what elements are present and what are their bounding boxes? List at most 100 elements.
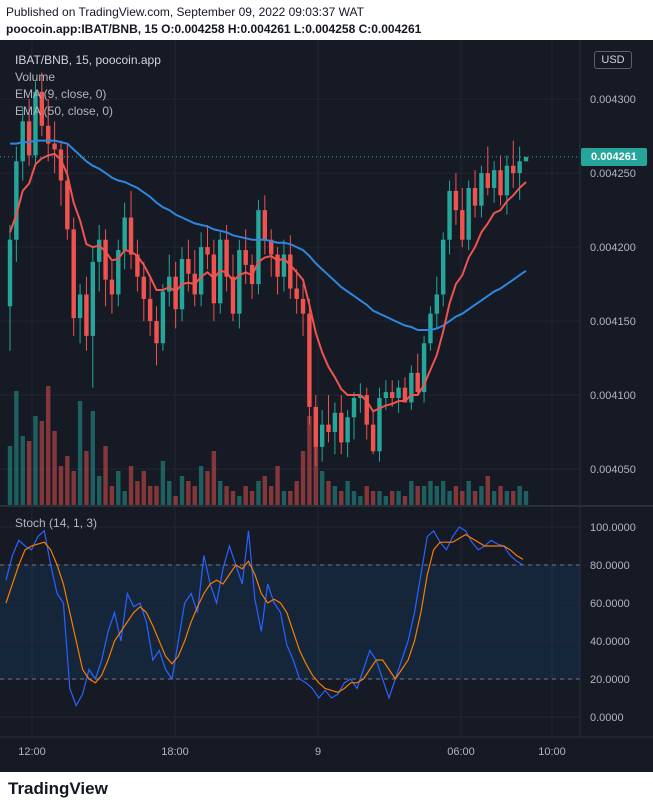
ohlc-info: poocoin.app:IBAT/BNB, 15 O:0.004258 H:0.… — [6, 22, 422, 36]
volume-bar — [479, 486, 484, 506]
footer: TradingView — [0, 772, 653, 804]
volume-bar — [198, 466, 204, 506]
volume-bar — [154, 486, 159, 506]
volume-bar — [504, 491, 510, 506]
volume-bar — [275, 466, 280, 506]
volume-bar — [256, 481, 261, 506]
volume-bar — [281, 491, 287, 506]
stoch-legend: Stoch (14, 1, 3) — [15, 516, 98, 530]
volume-bar — [523, 491, 529, 506]
candle-body — [434, 294, 440, 314]
candle-body — [485, 173, 490, 188]
volume-bar — [90, 411, 96, 506]
candle-body — [339, 412, 344, 443]
volume-bar — [211, 451, 217, 506]
time-tick-label: 12:00 — [18, 746, 46, 758]
volume-bar — [300, 451, 306, 506]
chart-area[interactable]: 0.004300 0.004250 0.004200 0.004150 0.004100… — [0, 40, 653, 772]
candle-body — [294, 288, 299, 299]
volume-bar — [421, 486, 427, 506]
volume-bar — [205, 471, 210, 506]
candle-body — [224, 239, 229, 277]
volume-bar — [319, 471, 325, 506]
candle-body — [319, 424, 325, 447]
candle-body — [109, 279, 115, 295]
candle-body — [135, 254, 140, 277]
volume-bar — [402, 496, 408, 506]
candle-body — [147, 298, 153, 322]
candle-body — [167, 276, 172, 292]
volume-bar — [332, 486, 338, 506]
volume-bar — [396, 491, 401, 506]
volume-bar — [84, 451, 89, 506]
candle-body — [390, 392, 395, 399]
ema9-line — [9, 152, 527, 413]
volume-bar — [179, 476, 185, 506]
volume-bar — [390, 491, 395, 506]
volume-bar — [517, 486, 522, 506]
ema50-label: EMA (50, close, 0) — [15, 104, 114, 118]
volume-bar — [7, 446, 13, 506]
volume-bar — [135, 481, 140, 506]
volume-bar — [409, 481, 414, 506]
volume-bar — [288, 491, 293, 506]
candle-body — [198, 247, 204, 295]
volume-bar — [141, 471, 146, 506]
candle-body — [396, 387, 401, 399]
candle-body — [498, 170, 503, 196]
candle-body — [141, 276, 146, 299]
time-tick-label: 06:00 — [447, 746, 475, 758]
candle-body — [472, 187, 478, 206]
volume-bar — [46, 386, 51, 506]
volume-bar — [26, 441, 32, 506]
candle-body — [275, 254, 280, 277]
candle-body — [332, 412, 338, 433]
candle-body — [511, 165, 516, 174]
time-tick-label: 10:00 — [538, 746, 566, 758]
candle-body — [90, 261, 96, 336]
candle-body — [256, 210, 261, 285]
volume-bar — [307, 416, 312, 506]
candle-body — [96, 239, 102, 262]
volume-bar — [326, 481, 331, 506]
stoch-d-line — [5, 533, 524, 693]
candle-body — [128, 217, 134, 255]
currency-button[interactable]: USD — [594, 51, 632, 69]
price-tick-label: 0.004300 — [590, 94, 636, 106]
volume-bar — [485, 476, 490, 506]
candle-body — [71, 229, 76, 319]
stoch-tick-label: 60.0000 — [590, 598, 630, 610]
volume-bar — [20, 436, 25, 506]
candle-body — [370, 424, 376, 452]
volume-bar — [33, 416, 38, 506]
volume-bar — [268, 486, 274, 506]
main-legend: IBAT/BNB, 15, poocoin.app Volume EMA (9,… — [15, 52, 161, 120]
time-tick-label: 18:00 — [161, 746, 189, 758]
volume-bar — [96, 476, 102, 506]
volume-bar — [58, 466, 64, 506]
candle-body — [7, 239, 13, 307]
price-tick-label: 0.004100 — [590, 390, 636, 402]
candle-body — [358, 395, 363, 399]
volume-bar — [52, 431, 57, 506]
candle-body — [160, 291, 166, 344]
volume-bar — [116, 471, 121, 506]
volume-bar — [224, 486, 229, 506]
volume-bar — [466, 481, 471, 506]
candle-body — [345, 417, 350, 443]
volume-bar — [313, 446, 318, 506]
candle-body — [491, 170, 497, 188]
candle-body — [453, 190, 459, 211]
chart-svg[interactable]: 0.004300 0.004250 0.004200 0.004150 0.004100… — [0, 40, 653, 772]
volume-bar — [237, 496, 242, 506]
volume-bar — [377, 491, 382, 506]
symbol-label: IBAT/BNB, 15, poocoin.app — [15, 53, 161, 67]
volume-bar — [230, 491, 236, 506]
volume-bar — [453, 486, 459, 506]
volume-bar — [440, 481, 446, 506]
price-tick-label: 0.004150 — [590, 316, 636, 328]
volume-bar — [511, 491, 516, 506]
volume-bar — [434, 486, 440, 506]
candle-body — [440, 239, 446, 295]
ema9-label: EMA (9, close, 0) — [15, 87, 107, 101]
